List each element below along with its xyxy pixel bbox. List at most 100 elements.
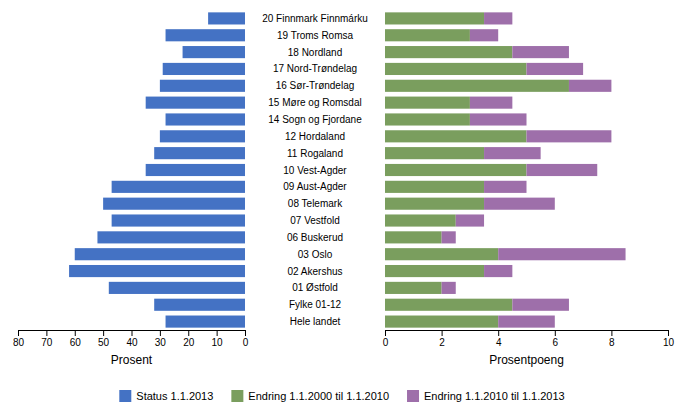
bar bbox=[385, 113, 470, 125]
legend-swatch bbox=[231, 390, 243, 402]
legend-label: Endring 1.1.2000 til 1.1.2010 bbox=[248, 390, 389, 402]
tick: 10 bbox=[663, 330, 675, 348]
category-label: 11 Rogaland bbox=[287, 148, 343, 159]
tick-mark bbox=[611, 330, 612, 336]
tick-mark bbox=[46, 330, 47, 336]
tick: 60 bbox=[70, 330, 82, 348]
tick-mark bbox=[132, 330, 133, 336]
bar bbox=[385, 316, 498, 328]
x-axis: 0 2 4 6 8 10 bbox=[383, 330, 675, 348]
legend-item: Endring 1.1.2000 til 1.1.2010 bbox=[231, 390, 389, 402]
category-label: 07 Vestfold bbox=[290, 215, 339, 226]
bar bbox=[385, 147, 484, 159]
axis-line bbox=[19, 331, 246, 337]
bar bbox=[385, 97, 470, 109]
category-label: 12 Hordaland bbox=[285, 131, 345, 142]
legend-label: Status 1.1.2013 bbox=[136, 390, 213, 402]
tick: 40 bbox=[126, 330, 138, 348]
bar bbox=[103, 198, 245, 210]
tick-label: 50 bbox=[98, 337, 110, 348]
bar bbox=[154, 299, 245, 311]
tick-mark bbox=[75, 330, 76, 336]
tick-mark bbox=[442, 330, 443, 336]
bar bbox=[484, 181, 526, 193]
tick-mark bbox=[668, 330, 669, 336]
category-label: Fylke 01-12 bbox=[289, 299, 342, 310]
bar bbox=[154, 147, 245, 159]
tick-label: 80 bbox=[13, 337, 25, 348]
tick: 0 bbox=[243, 330, 249, 348]
tick: 8 bbox=[609, 330, 615, 348]
category-label: 10 Vest-Agder bbox=[283, 165, 347, 176]
tick-mark bbox=[385, 330, 386, 336]
axis-title: Prosentpoeng bbox=[489, 353, 564, 367]
tick-mark bbox=[103, 330, 104, 336]
category-label: 15 Møre og Romsdal bbox=[268, 97, 361, 108]
legend-swatch bbox=[119, 390, 131, 402]
tick-label: 0 bbox=[243, 337, 249, 348]
category-label: 09 Aust-Agder bbox=[283, 181, 347, 192]
bar bbox=[498, 248, 625, 260]
x-axis: 80706050403020100 bbox=[13, 330, 249, 348]
tick: 70 bbox=[41, 330, 53, 348]
bar bbox=[385, 130, 527, 142]
tick: 10 bbox=[212, 330, 224, 348]
bar bbox=[97, 231, 245, 243]
bars bbox=[385, 12, 626, 327]
tick-mark bbox=[160, 330, 161, 336]
tick-label: 2 bbox=[439, 337, 445, 348]
tick-label: 70 bbox=[41, 337, 53, 348]
tick: 0 bbox=[383, 330, 389, 348]
bar bbox=[146, 97, 245, 109]
bar bbox=[112, 214, 245, 226]
category-label: 18 Nordland bbox=[288, 47, 342, 58]
legend-label: Endring 1.1.2010 til 1.1.2013 bbox=[424, 390, 565, 402]
bar bbox=[498, 316, 555, 328]
bar bbox=[484, 12, 512, 24]
bar bbox=[385, 231, 442, 243]
bar bbox=[484, 147, 541, 159]
tick-mark bbox=[18, 330, 19, 336]
legend-swatch bbox=[407, 390, 419, 402]
bar bbox=[527, 63, 584, 75]
tick: 50 bbox=[98, 330, 110, 348]
tick: 80 bbox=[13, 330, 25, 348]
tick: 6 bbox=[553, 330, 559, 348]
bar bbox=[109, 282, 245, 294]
bar bbox=[385, 282, 442, 294]
tick-label: 4 bbox=[496, 337, 502, 348]
bar bbox=[385, 198, 484, 210]
bar bbox=[484, 265, 512, 277]
bar bbox=[385, 46, 512, 58]
category-label: 17 Nord-Trøndelag bbox=[273, 63, 357, 74]
tick-label: 10 bbox=[212, 337, 224, 348]
tick-label: 20 bbox=[183, 337, 195, 348]
bar bbox=[442, 231, 456, 243]
category-label: 19 Troms Romsa bbox=[277, 30, 354, 41]
bar bbox=[112, 181, 245, 193]
axis-title: Prosent bbox=[111, 353, 153, 367]
category-label: 02 Akershus bbox=[287, 266, 342, 277]
chart-container: 80706050403020100Prosent0246810Prosentpo… bbox=[0, 0, 684, 412]
bar bbox=[160, 130, 245, 142]
bar bbox=[512, 46, 569, 58]
bar bbox=[512, 299, 569, 311]
bar bbox=[442, 282, 456, 294]
tick-mark bbox=[217, 330, 218, 336]
bars bbox=[69, 12, 245, 327]
bar bbox=[166, 29, 245, 41]
bar bbox=[527, 130, 612, 142]
legend: Status 1.1.2013 Endring 1.1.2000 til 1.1.… bbox=[119, 390, 564, 402]
category-label: 14 Sogn og Fjordane bbox=[268, 114, 362, 125]
bar bbox=[385, 265, 484, 277]
bar bbox=[208, 12, 245, 24]
category-labels: Hele landetFylke 01-1201 Østfold02 Akers… bbox=[262, 13, 368, 327]
category-label: 20 Finnmark Finnmárku bbox=[262, 13, 368, 24]
tick-label: 8 bbox=[609, 337, 615, 348]
axis-line bbox=[386, 331, 669, 337]
bar bbox=[527, 164, 598, 176]
tick-label: 6 bbox=[553, 337, 559, 348]
tick-mark bbox=[555, 330, 556, 336]
tick-label: 0 bbox=[383, 337, 389, 348]
tick-mark bbox=[498, 330, 499, 336]
